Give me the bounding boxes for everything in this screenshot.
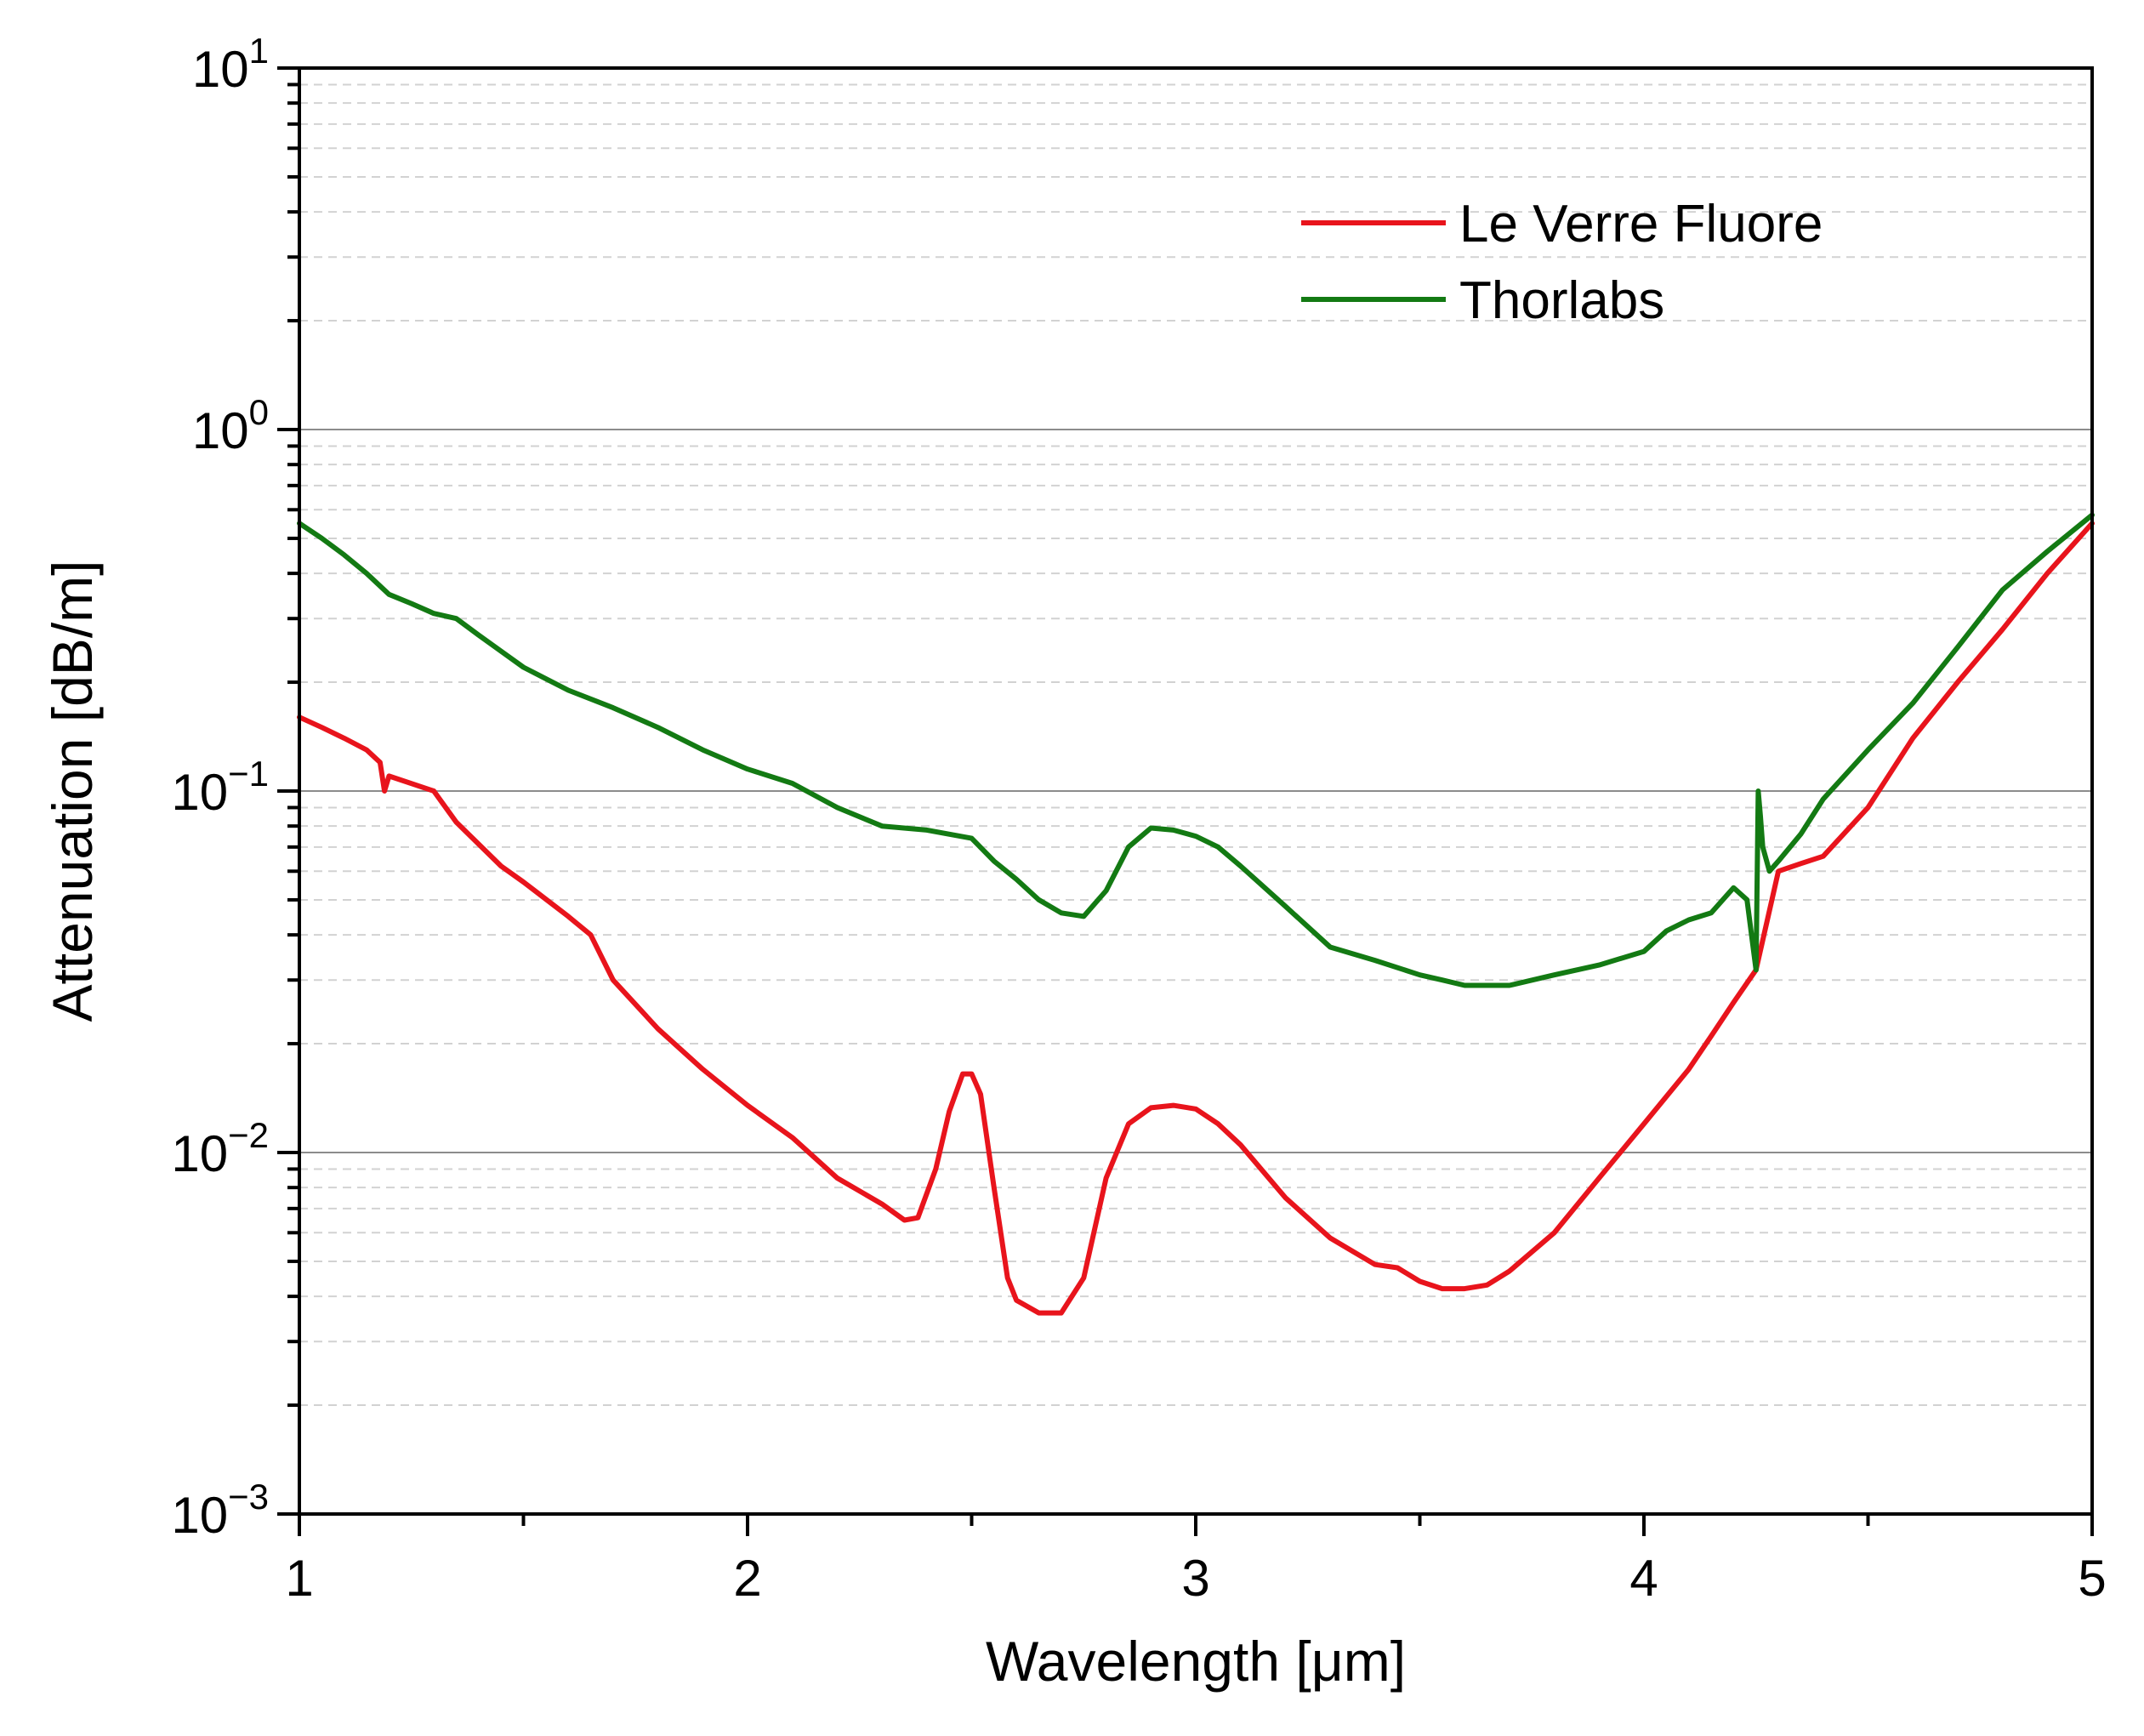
x-axis-title: Wavelength [μm]	[986, 1630, 1406, 1693]
data-series	[297, 512, 2095, 1316]
y-tick-label: 10−2	[171, 1115, 269, 1182]
axis-ticks: 10−3 10−2 10−1 100 101 1 2 3 4 5	[171, 31, 2106, 1607]
series-line-thorlabs	[297, 512, 2095, 988]
y-tick-label: 101	[192, 31, 269, 98]
x-tick-label: 1	[285, 1550, 313, 1607]
x-tick-label: 4	[1629, 1550, 1658, 1607]
y-axis-title: Attenuation [dB/m]	[41, 561, 104, 1022]
legend-label: Thorlabs	[1459, 271, 1664, 330]
y-tick-label: 10−1	[171, 754, 269, 821]
series-line-le-verre-fluore	[297, 521, 2095, 1316]
legend-label: Le Verre Fluore	[1459, 195, 1823, 253]
y-tick-label: 100	[192, 392, 269, 459]
x-tick-label: 2	[733, 1550, 761, 1607]
y-tick-label: 10−3	[171, 1477, 269, 1544]
x-tick-label: 5	[2078, 1550, 2106, 1607]
x-tick-label: 3	[1181, 1550, 1209, 1607]
legend: Le Verre Fluore Thorlabs	[1301, 195, 1823, 330]
